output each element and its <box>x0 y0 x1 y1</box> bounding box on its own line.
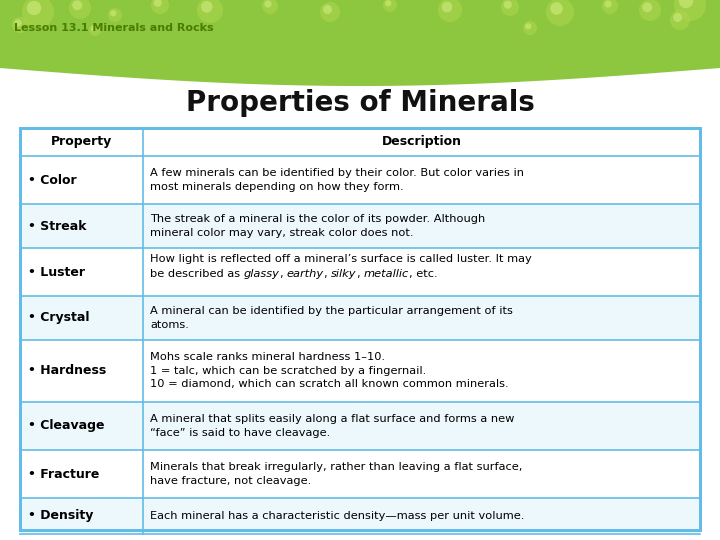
Text: mineral color may vary, streak color does not.: mineral color may vary, streak color doe… <box>150 228 413 238</box>
Text: ,: , <box>356 269 364 279</box>
Text: ,: , <box>324 269 331 279</box>
Text: • Color: • Color <box>28 173 76 186</box>
Circle shape <box>501 0 519 16</box>
Circle shape <box>153 0 162 7</box>
Text: Minerals that break irregularly, rather than leaving a flat surface,: Minerals that break irregularly, rather … <box>150 462 523 472</box>
Circle shape <box>525 23 531 29</box>
Text: be described as: be described as <box>150 269 244 279</box>
Circle shape <box>151 0 169 14</box>
Circle shape <box>320 2 340 22</box>
Circle shape <box>546 0 574 26</box>
Circle shape <box>639 0 661 21</box>
Circle shape <box>12 17 28 33</box>
Bar <box>20 128 700 156</box>
Text: • Luster: • Luster <box>28 266 85 279</box>
Text: • Fracture: • Fracture <box>28 468 99 481</box>
Circle shape <box>69 0 91 19</box>
Circle shape <box>264 1 271 8</box>
Bar <box>20 450 700 498</box>
Circle shape <box>550 2 563 15</box>
Text: Properties of Minerals: Properties of Minerals <box>186 89 534 117</box>
Text: glassy: glassy <box>244 269 279 279</box>
Circle shape <box>197 0 223 23</box>
Text: A mineral can be identified by the particular arrangement of its: A mineral can be identified by the parti… <box>150 306 513 316</box>
Bar <box>20 128 700 530</box>
Text: Lesson 13.1 Minerals and Rocks: Lesson 13.1 Minerals and Rocks <box>14 23 214 33</box>
Circle shape <box>323 5 332 14</box>
Text: Mohs scale ranks mineral hardness 1–10.: Mohs scale ranks mineral hardness 1–10. <box>150 353 385 362</box>
Circle shape <box>262 0 278 14</box>
Circle shape <box>438 0 462 22</box>
Text: • Density: • Density <box>28 510 94 523</box>
Text: silky: silky <box>331 269 356 279</box>
Text: most minerals depending on how they form.: most minerals depending on how they form… <box>150 182 404 192</box>
Circle shape <box>110 10 117 16</box>
Text: atoms.: atoms. <box>150 320 189 330</box>
Bar <box>20 296 700 340</box>
Polygon shape <box>0 0 720 86</box>
Text: 10 = diamond, which can scratch all known common minerals.: 10 = diamond, which can scratch all know… <box>150 380 508 389</box>
Circle shape <box>383 0 397 12</box>
Circle shape <box>679 0 693 8</box>
Circle shape <box>27 1 41 15</box>
Bar <box>0 0 720 68</box>
Text: The streak of a mineral is the color of its powder. Although: The streak of a mineral is the color of … <box>150 214 485 224</box>
Bar <box>20 156 700 204</box>
Text: 1 = talc, which can be scratched by a fingernail.: 1 = talc, which can be scratched by a fi… <box>150 366 426 376</box>
Text: • Streak: • Streak <box>28 219 86 233</box>
Bar <box>20 402 700 450</box>
Text: Description: Description <box>382 136 462 148</box>
Circle shape <box>108 8 122 22</box>
Text: Each mineral has a characteristic density—mass per unit volume.: Each mineral has a characteristic densit… <box>150 511 524 521</box>
Text: have fracture, not cleavage.: have fracture, not cleavage. <box>150 476 311 486</box>
Circle shape <box>642 2 652 12</box>
Text: earthy: earthy <box>287 269 324 279</box>
Circle shape <box>89 24 101 36</box>
Bar <box>20 248 700 296</box>
Circle shape <box>72 1 82 10</box>
Circle shape <box>523 21 537 35</box>
Text: , etc.: , etc. <box>409 269 438 279</box>
Circle shape <box>670 10 690 30</box>
Text: • Cleavage: • Cleavage <box>28 420 104 433</box>
Circle shape <box>441 2 452 12</box>
Bar <box>20 204 700 248</box>
Text: A mineral that splits easily along a flat surface and forms a new: A mineral that splits easily along a fla… <box>150 414 514 424</box>
Text: “face” is said to have cleavage.: “face” is said to have cleavage. <box>150 428 330 438</box>
Circle shape <box>91 26 96 31</box>
Circle shape <box>673 13 682 22</box>
Circle shape <box>602 0 618 14</box>
Text: • Crystal: • Crystal <box>28 312 89 325</box>
Circle shape <box>604 1 611 8</box>
Circle shape <box>201 1 212 12</box>
Circle shape <box>385 0 392 6</box>
Text: A few minerals can be identified by their color. But color varies in: A few minerals can be identified by thei… <box>150 168 524 178</box>
Text: Property: Property <box>51 136 112 148</box>
Circle shape <box>22 0 54 28</box>
Circle shape <box>14 19 22 26</box>
Text: How light is reflected off a mineral’s surface is called luster. It may: How light is reflected off a mineral’s s… <box>150 254 532 265</box>
Circle shape <box>504 1 512 9</box>
Text: • Hardness: • Hardness <box>28 364 107 377</box>
Bar <box>20 340 700 402</box>
Text: ,: , <box>279 269 287 279</box>
Bar <box>20 498 700 534</box>
Circle shape <box>674 0 706 21</box>
Text: metallic: metallic <box>364 269 409 279</box>
